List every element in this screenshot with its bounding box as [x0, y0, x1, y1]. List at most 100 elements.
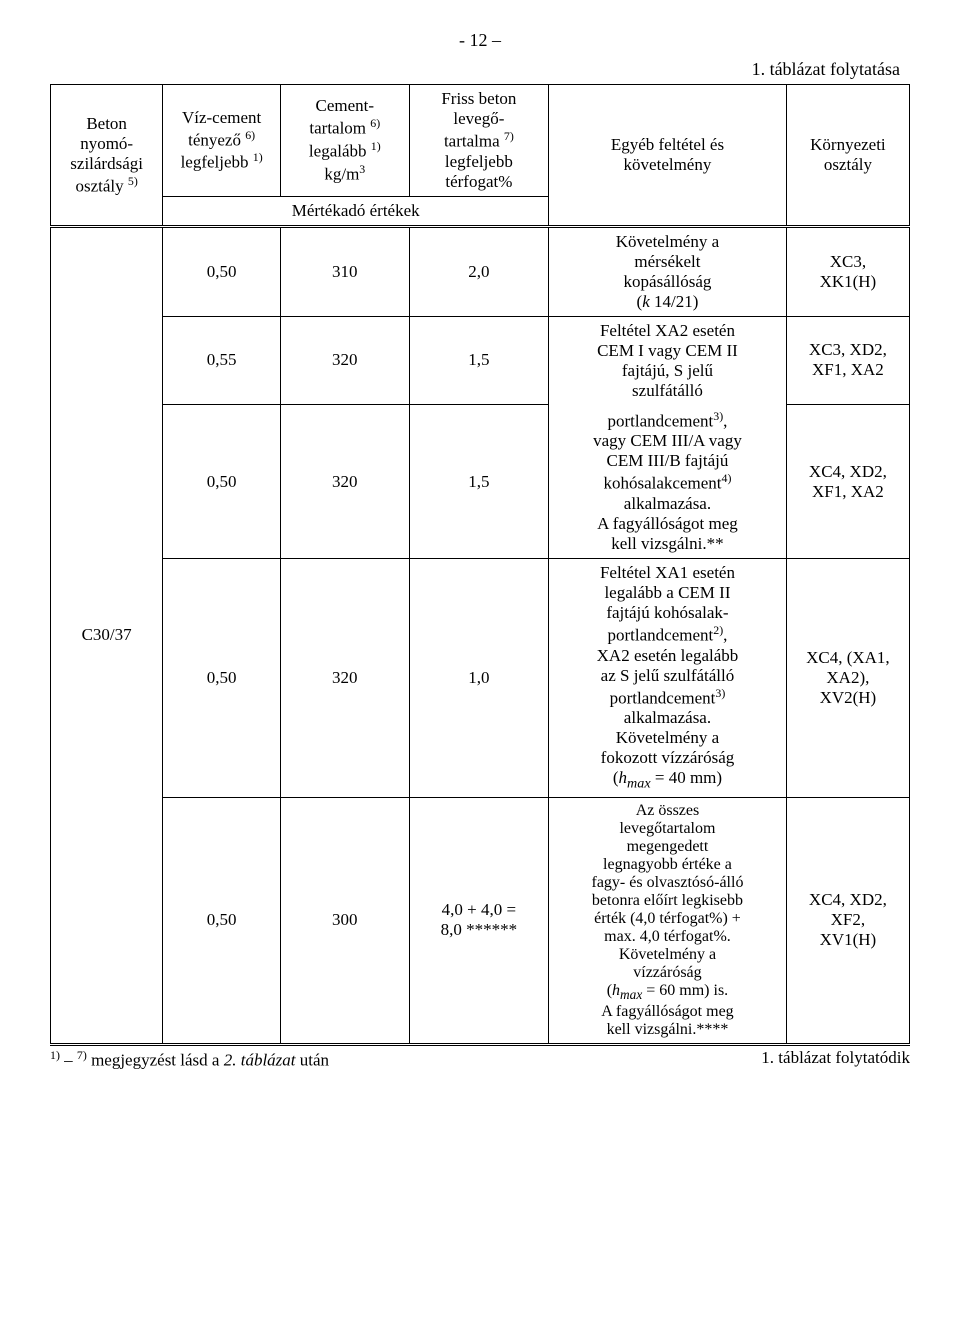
cell-text: fajtájú, S jelű	[622, 361, 713, 380]
cell-sup: 2)	[713, 623, 723, 637]
footer: 1) – 7) megjegyzést lásd a 2. táblázat u…	[50, 1048, 910, 1071]
cell-text: XC3, XD2,	[809, 340, 887, 359]
cell-text: XA2),	[826, 668, 869, 687]
cell-text: XC3,	[830, 252, 866, 271]
cell-text: Követelmény a	[616, 232, 719, 251]
cell-text: alkalmazása.	[624, 708, 711, 727]
cell-text: szulfátálló	[632, 381, 703, 400]
cell: 1,5	[409, 316, 549, 405]
header-col2: Víz-cement tényező 6) legfeljebb 1)	[163, 85, 281, 197]
hdr-text: térfogat%	[445, 172, 512, 191]
cell-text: megengedett	[627, 838, 709, 855]
cell: 0,50	[163, 558, 281, 797]
hdr-sup: 6)	[245, 128, 255, 142]
header-col5: Egyéb feltétel és követelmény	[549, 85, 787, 227]
cell-text: Követelmény a	[619, 946, 716, 963]
cell: Feltétel XA2 esetén CEM I vagy CEM II fa…	[549, 316, 787, 405]
hdr-sup: 3	[359, 162, 365, 176]
cell-text: A fagyállóságot meg	[601, 1003, 733, 1020]
cell: XC3, XD2, XF1, XA2	[786, 316, 909, 405]
cell-text: max. 4,0 térfogat%.	[604, 928, 731, 945]
cell: portlandcement3), vagy CEM III/A vagy CE…	[549, 405, 787, 559]
cell-sub: max	[627, 776, 651, 792]
hdr-text: legfeljebb	[181, 153, 249, 172]
cell-text: kohósalakcement	[604, 474, 722, 493]
footer-sup: 1)	[50, 1048, 60, 1062]
cell-text: legnagyobb értéke a	[603, 856, 732, 873]
footer-sup: 7)	[77, 1048, 87, 1062]
table-row: 0,50 300 4,0 + 4,0 = 8,0 ****** Az össze…	[51, 797, 910, 1044]
cell-text: CEM III/B fajtájú	[607, 451, 729, 470]
cell-text: k	[642, 292, 650, 311]
cell-text: h	[612, 982, 620, 999]
cell-text: = 60 mm) is.	[642, 982, 728, 999]
cell-text: A fagyállóságot meg	[597, 514, 738, 533]
cell-text: XF1, XA2	[812, 482, 884, 501]
cell-text: betonra előírt legkisebb	[592, 892, 743, 909]
footer-text: után	[296, 1051, 330, 1070]
cell-text: 8,0 ******	[441, 920, 518, 939]
cell-text: XV1(H)	[820, 930, 877, 949]
hdr-text: kg/m	[324, 164, 359, 183]
cell-text: = 40 mm)	[651, 768, 722, 787]
cell-text: h	[619, 768, 628, 787]
hdr-text: követelmény	[624, 155, 712, 174]
cell: 1,0	[409, 558, 549, 797]
cell: 300	[280, 797, 409, 1044]
cell-text: levegőtartalom	[619, 820, 715, 837]
page-container: - 12 – 1. táblázat folytatása Beton nyom…	[0, 0, 960, 1091]
table-row: 0,50 320 1,5 portlandcement3), vagy CEM …	[51, 405, 910, 559]
cell-text: portlandcement	[610, 688, 716, 707]
hdr-text: nyomó-	[80, 134, 133, 153]
hdr-text: Egyéb feltétel és	[611, 135, 724, 154]
hdr-text: levegő-	[453, 109, 504, 128]
footer-note-left: 1) – 7) megjegyzést lásd a 2. táblázat u…	[50, 1048, 329, 1071]
page-number: - 12 –	[50, 30, 910, 51]
cell-text: kell vizsgálni.**	[611, 534, 723, 553]
cell-text: vagy CEM III/A vagy	[593, 431, 742, 450]
cell: Az összes levegőtartalom megengedett leg…	[549, 797, 787, 1044]
hdr-sup: 5)	[128, 174, 138, 188]
hdr-text: Beton	[86, 114, 127, 133]
cell: 0,50	[163, 226, 281, 316]
cell-text: ,	[723, 626, 727, 645]
cell-sup: 4)	[722, 471, 732, 485]
cell-text: legalább a CEM II	[604, 583, 730, 602]
cell: 2,0	[409, 226, 549, 316]
cell: XC3, XK1(H)	[786, 226, 909, 316]
cell-text: fokozott vízzáróság	[601, 748, 735, 767]
hdr-text: tényező	[188, 130, 241, 149]
cell-text: kell vizsgálni.****	[607, 1021, 729, 1038]
hdr-sup: 6)	[370, 116, 380, 130]
hdr-text: legalább	[309, 142, 367, 161]
cell-text: XK1(H)	[820, 272, 877, 291]
hdr-text: osztály	[824, 155, 872, 174]
header-row: Beton nyomó- szilárdsági osztály 5) Víz-…	[51, 85, 910, 197]
cell-text: XC4, XD2,	[809, 462, 887, 481]
cell-text: mérsékelt	[634, 252, 700, 271]
concrete-table: Beton nyomó- szilárdsági osztály 5) Víz-…	[50, 84, 910, 1046]
cell-text: Feltétel XA2 esetén	[600, 321, 735, 340]
cell-text: portlandcement	[608, 626, 714, 645]
hdr-text: szilárdsági	[70, 154, 143, 173]
cell-text: XA2 esetén legalább	[597, 646, 739, 665]
cell-text: CEM I vagy CEM II	[597, 341, 738, 360]
hdr-sup: 1)	[253, 150, 263, 164]
cell-text: portlandcement	[608, 411, 714, 430]
footer-text: megjegyzést lásd a	[87, 1051, 224, 1070]
cell-text: XC4, XD2,	[809, 890, 887, 909]
hdr-sup: 7)	[504, 129, 514, 143]
cell-text: XF2,	[831, 910, 865, 929]
cell: 0,50	[163, 405, 281, 559]
hdr-text: osztály	[75, 176, 123, 195]
cell: Követelmény a mérsékelt kopásállóság (k …	[549, 226, 787, 316]
cell: 320	[280, 316, 409, 405]
cell-text: vízzáróság	[633, 964, 701, 981]
cell-text: fajtájú kohósalak-	[606, 603, 728, 622]
cell-text: az S jelű szulfátálló	[601, 666, 735, 685]
cell-text: Feltétel XA1 esetén	[600, 563, 735, 582]
cell-text: XV2(H)	[820, 688, 877, 707]
cell: 4,0 + 4,0 = 8,0 ******	[409, 797, 549, 1044]
hdr-text: Friss beton	[441, 89, 516, 108]
cell: XC4, XD2, XF1, XA2	[786, 405, 909, 559]
